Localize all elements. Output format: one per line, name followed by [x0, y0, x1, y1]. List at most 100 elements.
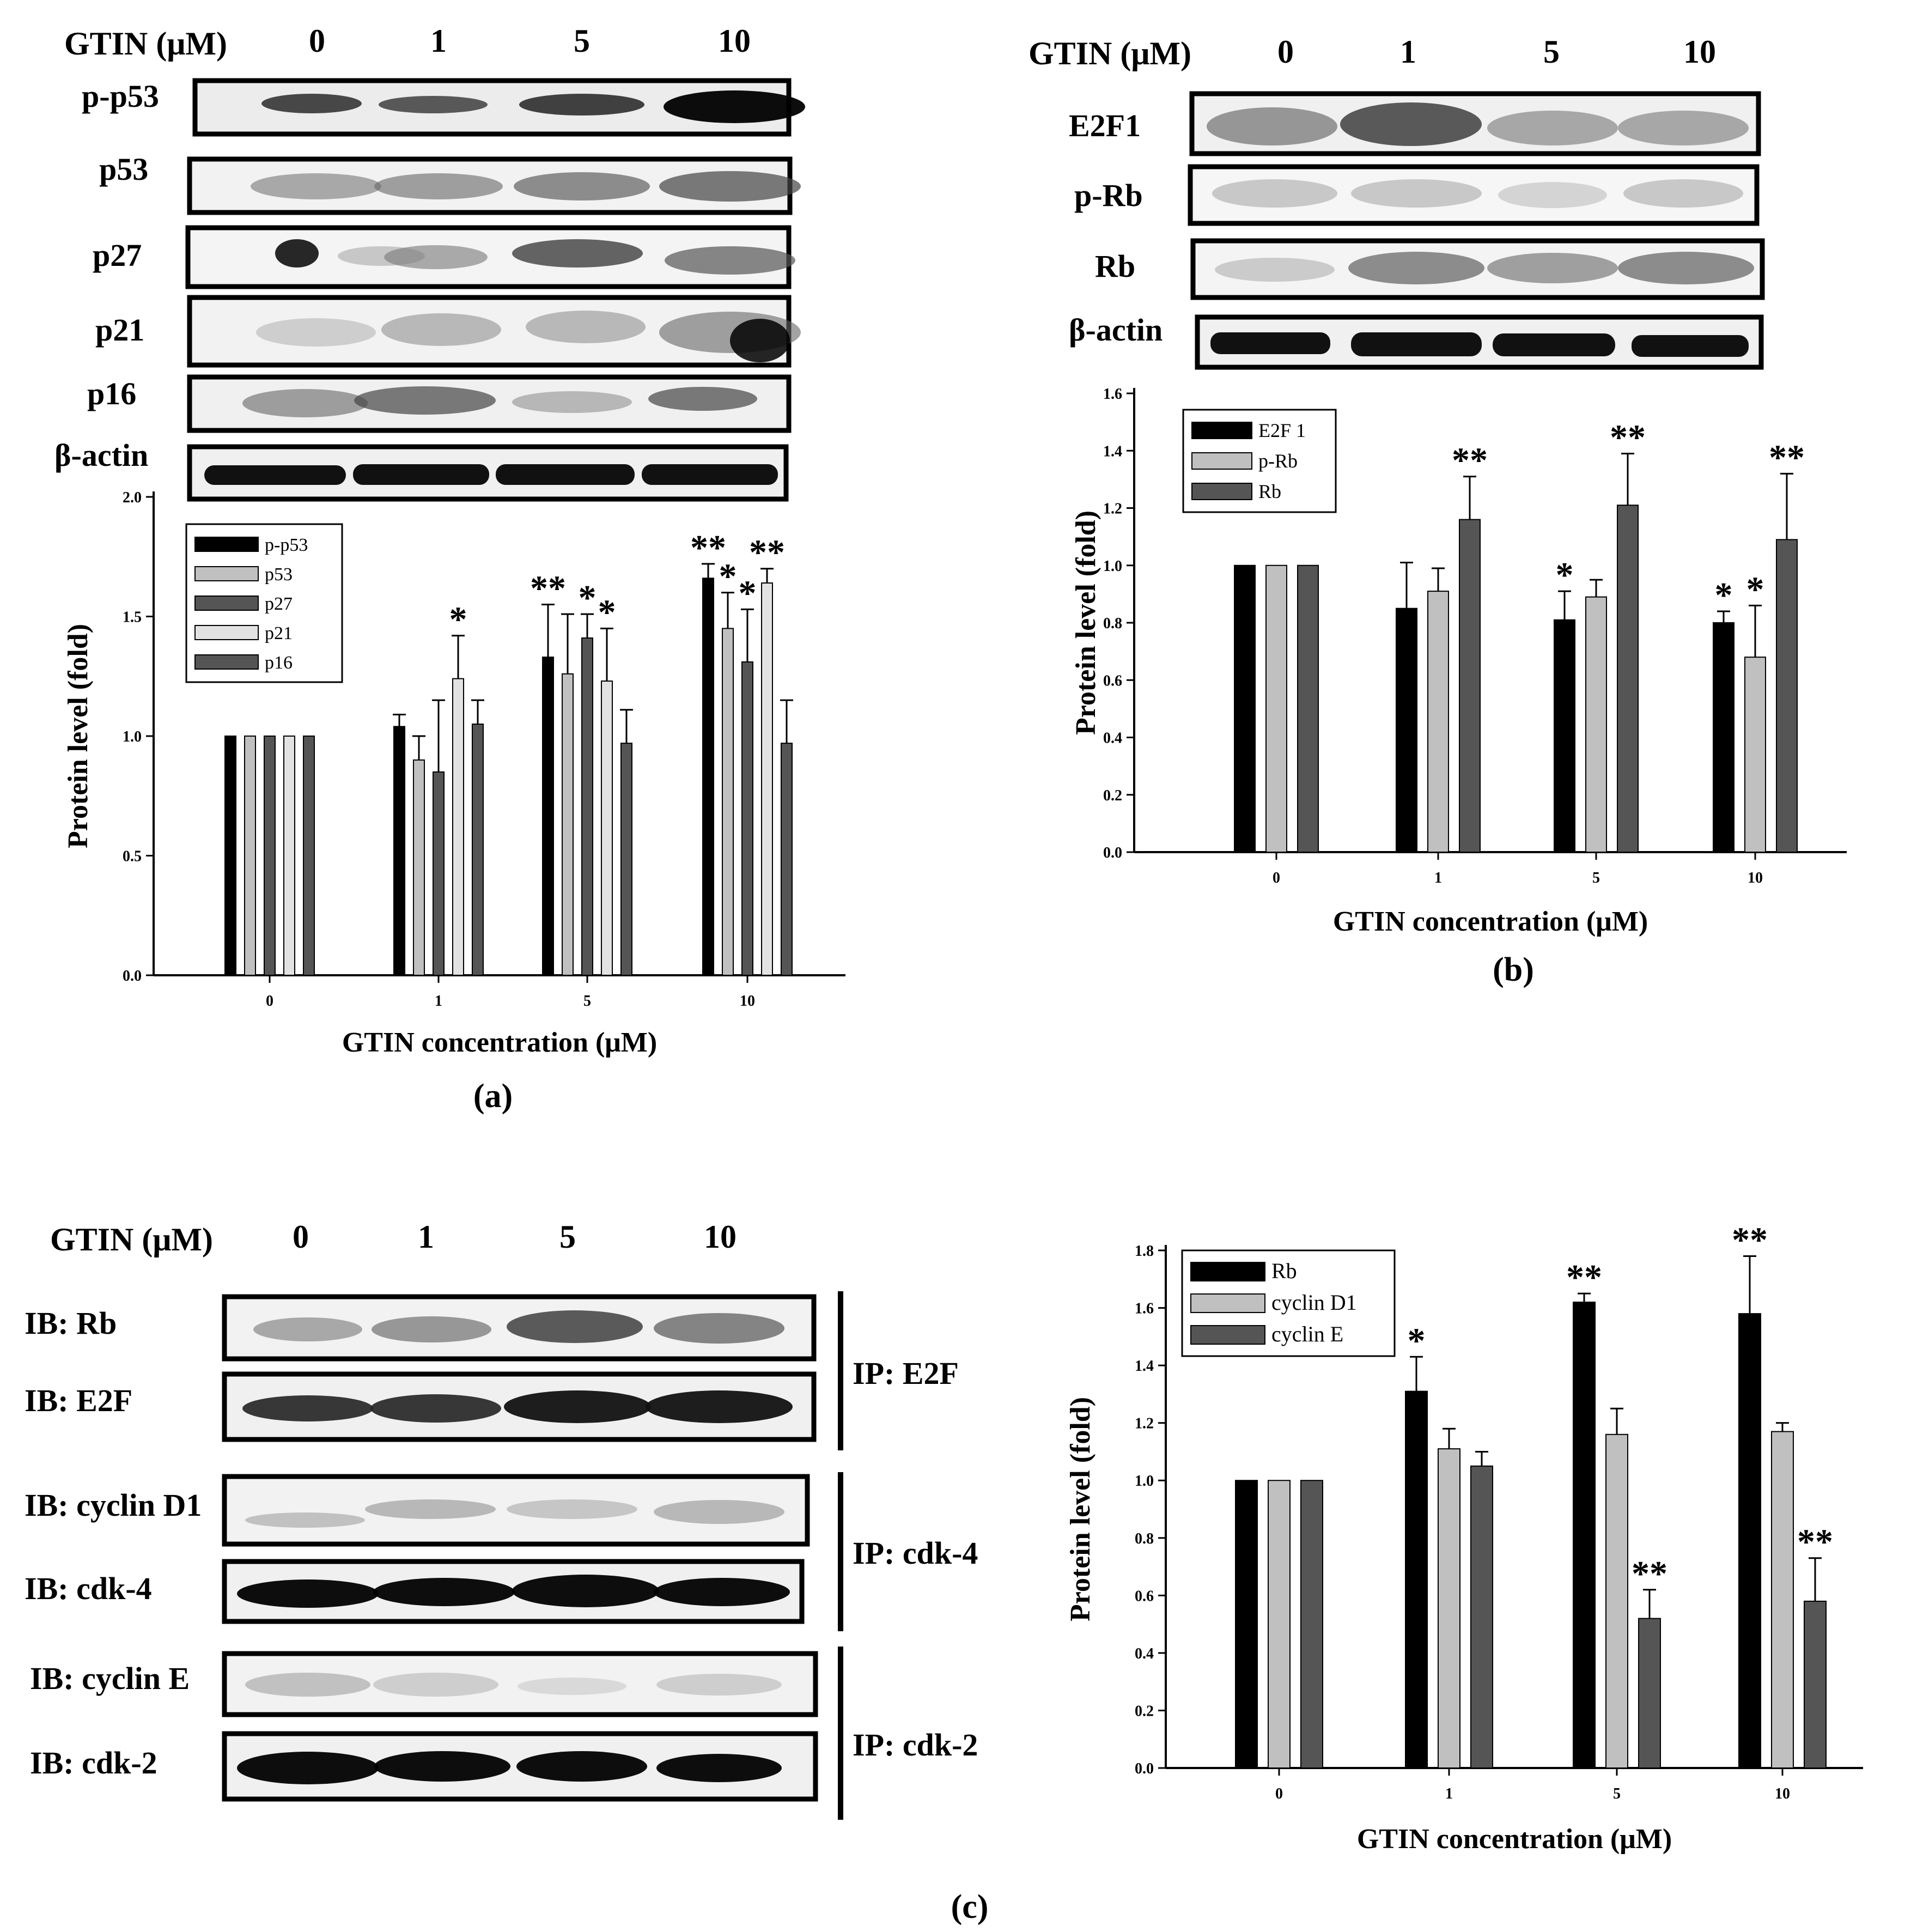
b-significance-mark: **	[1452, 441, 1488, 481]
a-significance-mark: **	[749, 533, 785, 573]
panel-c-dose-1: 1	[418, 1219, 434, 1255]
b-y-tick-label: 1.2	[1103, 501, 1122, 518]
panel-c-chart: 0.00.20.40.60.81.01.21.41.61.80 1 5 10*****…	[1065, 1220, 1863, 1855]
a-bar-p27	[433, 771, 445, 976]
panel-b-dose-1: 1	[1400, 34, 1416, 70]
panel-label-b: (b)	[1493, 951, 1534, 988]
b-y-tick-label: 0.6	[1103, 672, 1122, 689]
a-legend-label: p53	[265, 564, 293, 585]
a-significance-mark: **	[530, 569, 566, 609]
c-bar-rb	[1573, 1302, 1596, 1769]
c-significance-mark: **	[1732, 1220, 1768, 1260]
a-y-tick-label: 2.0	[123, 489, 142, 506]
b-significance-mark: *	[1556, 555, 1574, 595]
panel-c-dose-0: 0	[293, 1219, 309, 1255]
panel-label-c: (c)	[951, 1888, 989, 1925]
ip-label-e2f: IP: E2F	[853, 1356, 959, 1391]
b-x-tick-label: 10	[1748, 870, 1763, 886]
panel-a-blot: GTIN (μM) 0 1 5 10 p-p53 p53 p27 p21 p16	[54, 23, 805, 502]
a-significance-mark: *	[719, 557, 737, 597]
c-y-tick-label: 1.6	[1135, 1301, 1154, 1317]
blot-label-p16: p16	[87, 376, 136, 411]
a-bar-p21	[283, 736, 295, 976]
a-bar-p16	[620, 743, 632, 976]
c-bar-rb	[1405, 1390, 1428, 1769]
c-bar-rb	[1738, 1313, 1761, 1769]
blot-label-p-p53: p-p53	[82, 78, 159, 114]
b-bar-e2f1	[1554, 619, 1575, 853]
a-bar-p-p53	[702, 578, 714, 976]
b-x-axis-label: GTIN concentration (μM)	[1333, 906, 1648, 937]
b-bar-rb	[1776, 539, 1798, 853]
b-y-tick-label: 1.6	[1103, 386, 1122, 403]
panel-a-conc-header: GTIN (μM)	[64, 26, 227, 62]
c-x-axis-label: GTIN concentration (μM)	[1357, 1824, 1672, 1855]
a-bar-p16	[781, 743, 793, 976]
panel-b-dose-0: 0	[1277, 34, 1294, 70]
panel-a-chart: 0.00.51.01.52.00 1 5 10****** ** ***GTIN conc…	[63, 489, 845, 1058]
blot-label-e2f1: E2F1	[1069, 108, 1141, 143]
panel-c-dose-10: 10	[704, 1219, 737, 1255]
a-bar-p27	[581, 637, 593, 976]
b-legend-swatch	[1191, 452, 1252, 470]
b-y-tick-label: 0.4	[1103, 730, 1122, 747]
b-x-tick-label: 1	[1434, 870, 1442, 886]
c-x-tick-label: 1	[1445, 1785, 1453, 1802]
panel-c-dose-5: 5	[559, 1219, 576, 1255]
c-bar-cyclin-e	[1804, 1600, 1827, 1769]
b-bar-rb	[1617, 505, 1639, 853]
a-bar-p21	[452, 678, 464, 976]
b-y-axis-label: Protein level (fold)	[1070, 511, 1101, 735]
a-bar-p16	[472, 724, 484, 976]
blot-label-ib-cyclin-e: IB: cyclin E	[30, 1661, 190, 1696]
b-bar-p-rb	[1585, 596, 1607, 853]
c-y-tick-label: 0.8	[1135, 1530, 1154, 1547]
a-bar-p16	[303, 736, 315, 976]
blot-label-ib-cdk-2: IB: cdk-2	[30, 1745, 157, 1781]
b-legend-label: E2F 1	[1258, 420, 1306, 441]
blot-label-rb: Rb	[1095, 248, 1135, 284]
c-bar-cyclin-e	[1638, 1618, 1661, 1769]
panel-b-blot: GTIN (μM) 0 1 5 10 E2F1 p-Rb Rb β-actin	[1028, 34, 1765, 370]
c-bar-cyclin-e	[1470, 1465, 1493, 1769]
b-bar-e2f1	[1396, 607, 1417, 853]
blot-label-p53: p53	[99, 151, 148, 187]
b-y-tick-label: 0.8	[1103, 615, 1122, 632]
c-significance-mark: **	[1632, 1554, 1667, 1594]
c-x-tick-label: 10	[1775, 1785, 1790, 1802]
b-x-tick-label: 5	[1592, 870, 1600, 886]
c-y-tick-label: 1.2	[1135, 1415, 1154, 1432]
a-bar-p21	[761, 582, 773, 976]
a-significance-mark: *	[449, 600, 467, 640]
b-bar-p-rb	[1427, 591, 1449, 853]
b-significance-mark: **	[1769, 438, 1805, 477]
b-y-tick-label: 1.0	[1103, 558, 1122, 575]
c-y-tick-label: 1.4	[1135, 1358, 1154, 1375]
panel-b-conc-header: GTIN (μM)	[1028, 35, 1191, 71]
a-legend-swatch	[194, 566, 259, 581]
c-legend-swatch	[1190, 1262, 1265, 1281]
a-x-tick-label: 0	[266, 993, 273, 1010]
blot-label-ib-cdk-4: IB: cdk-4	[25, 1571, 152, 1606]
panel-b-dose-5: 5	[1543, 34, 1560, 70]
a-significance-mark: *	[739, 573, 757, 613]
a-x-axis-label: GTIN concentration (μM)	[342, 1027, 657, 1058]
c-legend-label: Rb	[1271, 1259, 1297, 1283]
b-bar-e2f1	[1234, 564, 1256, 853]
b-significance-mark: *	[1715, 575, 1733, 615]
c-x-tick-label: 0	[1275, 1785, 1283, 1802]
blot-label-ib-cyclin-d1: IB: cyclin D1	[25, 1487, 202, 1523]
b-bar-p-rb	[1744, 657, 1766, 853]
c-bar-cyclin-d1	[1605, 1433, 1628, 1769]
c-significance-mark: *	[1408, 1321, 1426, 1360]
ip-label-cdk-2: IP: cdk-2	[853, 1727, 978, 1763]
c-bar-cyclin-e	[1300, 1480, 1323, 1769]
a-bar-p-p53	[393, 726, 405, 976]
panel-a-dose-5: 5	[574, 23, 590, 59]
b-y-tick-label: 0.0	[1103, 845, 1122, 861]
a-significance-mark: *	[579, 578, 597, 618]
panel-a-dose-1: 1	[430, 23, 447, 59]
c-legend-swatch	[1190, 1325, 1265, 1345]
b-bar-p-rb	[1265, 564, 1287, 853]
panel-c-conc-header: GTIN (μM)	[50, 1222, 213, 1257]
